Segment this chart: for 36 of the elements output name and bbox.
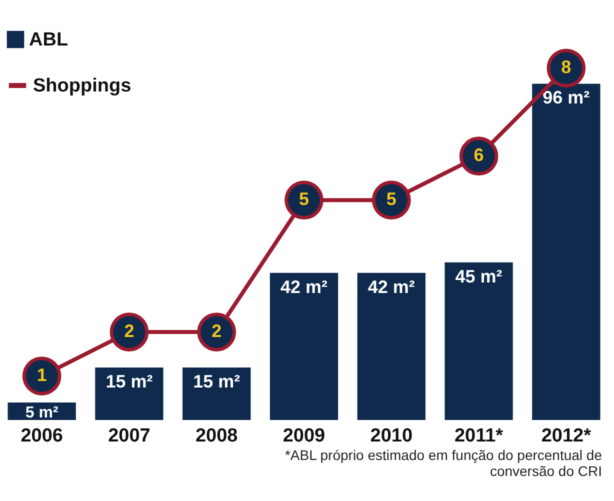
data-label: 5 [386,189,396,210]
data-label: 96 m² [542,88,590,108]
data-label: 42 m² [280,276,328,297]
point [459,136,498,176]
data-label: 42 m² [368,276,415,297]
bar [270,272,338,420]
point [197,312,236,352]
point [284,180,324,220]
legend-label: Shoppings [33,76,132,96]
x-tick-label: 2008 [195,426,238,446]
x-tick-label: 2010 [370,426,413,446]
data-label: 1 [36,365,47,386]
bar [444,262,513,420]
x-tick-label: 2011* [454,426,504,446]
legend-label: ABL [29,30,68,50]
x-tick-label: 2009 [282,426,326,446]
data-label: 2 [212,321,222,342]
point [110,312,149,352]
data-label: 5 [298,189,310,210]
data-label: 2 [124,321,134,342]
bar [357,272,426,420]
x-tick-label: 2006 [20,426,63,446]
point [372,180,411,220]
data-label: 15 m² [193,371,240,392]
point [546,48,586,88]
bar [182,367,251,420]
point [22,356,62,396]
data-label: 8 [561,57,572,78]
bar [95,367,164,420]
data-label: 15 m² [106,371,153,392]
x-tick-label: 2012* [541,426,592,446]
data-label: 5 m² [25,404,58,422]
data-label: 45 m² [455,266,502,286]
text: *ABL próprio estimado em função do percentual de conversão do CRI [284,447,602,479]
data-label: 6 [474,145,484,166]
x-tick-label: 2007 [108,426,150,446]
